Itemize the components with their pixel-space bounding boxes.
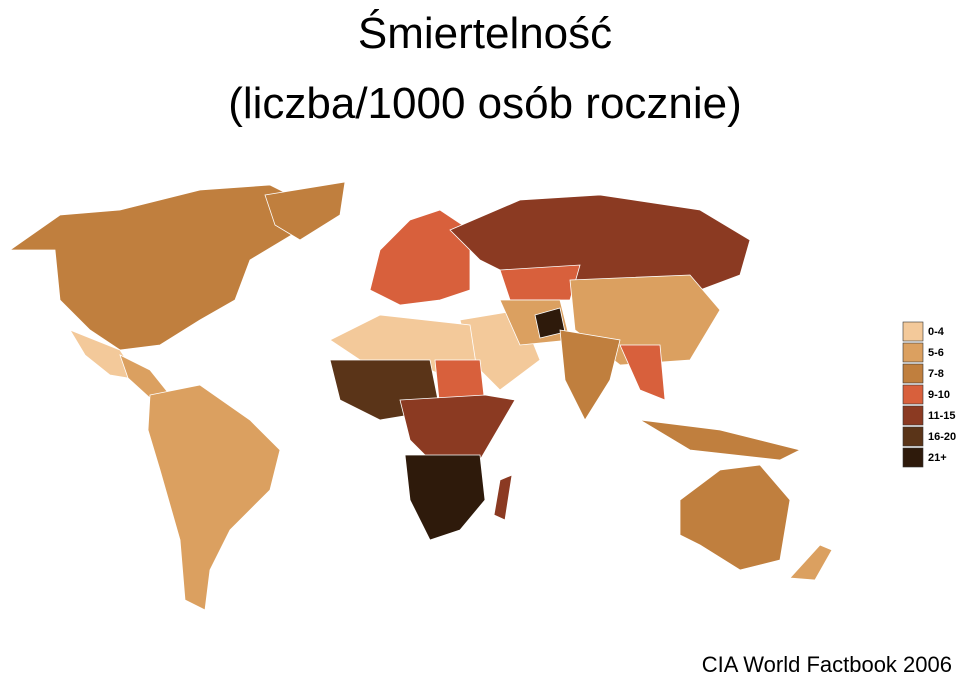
legend-label: 5-6 — [928, 347, 944, 359]
madagascar — [493, 474, 513, 521]
legend-swatch — [902, 363, 924, 384]
legend-label: 9-10 — [928, 389, 950, 401]
world-map — [8, 181, 833, 611]
russia — [449, 194, 751, 291]
legend-label: 21+ — [928, 452, 947, 464]
europe — [369, 209, 471, 306]
kazakhstan — [499, 264, 581, 301]
legend-swatch — [902, 426, 924, 447]
title-line: (liczba/1000 osób rocznie) — [228, 79, 742, 128]
legend-swatch — [902, 342, 924, 363]
legend-swatch — [902, 447, 924, 468]
indonesia — [639, 419, 802, 461]
legend-label: 7-8 — [928, 368, 944, 380]
india — [559, 329, 621, 421]
legend: 0-4 5-6 7-8 9-10 11-15 16-20 21+ — [902, 321, 956, 468]
mexico — [69, 329, 141, 381]
new-zealand — [789, 544, 833, 581]
legend-label: 0-4 — [928, 326, 945, 338]
source: CIA World Factbook 2006 — [702, 652, 952, 677]
legend-swatch — [902, 321, 924, 342]
central-america — [119, 354, 171, 399]
legend-label: 16-20 — [928, 431, 956, 443]
north-america — [8, 184, 301, 351]
southern-africa — [404, 454, 486, 541]
legend-swatch — [902, 405, 924, 426]
legend-label: 11-15 — [928, 410, 956, 422]
title-line: Śmiertelność — [358, 7, 612, 58]
legend-swatch — [902, 384, 924, 405]
southeast-asia — [619, 344, 666, 401]
greenland — [264, 181, 346, 241]
south-america — [147, 384, 281, 611]
australia — [679, 464, 791, 571]
